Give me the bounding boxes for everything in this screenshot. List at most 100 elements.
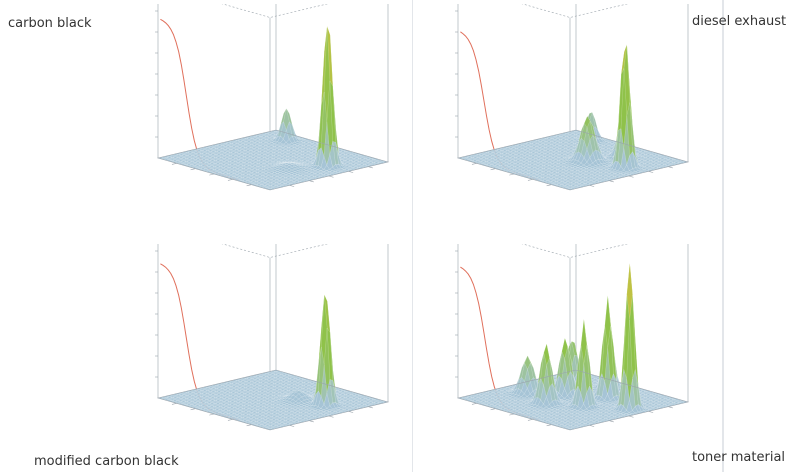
surface-cell xyxy=(271,170,278,173)
surface-cell xyxy=(265,141,273,144)
surface-cell xyxy=(635,157,642,169)
surface-cell xyxy=(283,166,290,171)
divider-right-edge xyxy=(722,0,724,472)
surface-cell xyxy=(558,156,566,159)
surface-cell xyxy=(557,162,565,165)
surface-cell xyxy=(317,408,325,411)
surface-cell xyxy=(174,158,182,161)
surface-cell xyxy=(286,108,293,126)
surface-cell xyxy=(288,135,296,144)
surface-cell xyxy=(189,158,196,161)
surface-cell xyxy=(318,294,325,364)
surface-cell xyxy=(304,157,312,160)
surface-cell xyxy=(288,415,295,418)
surface-cell xyxy=(266,397,274,400)
surface-cell xyxy=(601,154,608,162)
surface-cell xyxy=(305,145,313,148)
tick-u xyxy=(328,415,334,418)
tick-v xyxy=(246,184,252,187)
surface-cell xyxy=(276,172,284,175)
surface-cell xyxy=(290,159,297,162)
surface-cell xyxy=(475,154,482,157)
surface-cell xyxy=(301,392,308,397)
surface-cell xyxy=(257,168,264,171)
surface-cell xyxy=(259,169,267,172)
surface-cell xyxy=(326,327,333,381)
surface-cell xyxy=(338,401,345,403)
surface-cell xyxy=(474,155,482,158)
surface-cell xyxy=(276,396,282,399)
divider-vertical xyxy=(412,0,413,472)
tick-u xyxy=(628,175,634,178)
surface-cell xyxy=(605,146,613,149)
surface-cell xyxy=(277,374,285,377)
surface-cell xyxy=(263,374,271,377)
surface-cell xyxy=(230,416,238,419)
surface-cell xyxy=(254,166,261,169)
surface-cell xyxy=(276,149,284,152)
surface-cell xyxy=(175,154,182,157)
surface-cell xyxy=(216,412,224,415)
surface-cell xyxy=(265,170,273,173)
tick-u xyxy=(309,420,314,423)
surface-cell xyxy=(605,145,613,148)
floor-ticks xyxy=(455,10,673,187)
surface-cell xyxy=(289,405,296,408)
surface-cell xyxy=(188,162,196,165)
surface-cell xyxy=(637,167,645,171)
surface-cell xyxy=(298,390,305,394)
surface-cell xyxy=(347,401,354,404)
panel-label-diesel-exhaust: diesel exhaust xyxy=(692,14,787,29)
surface-cell xyxy=(265,172,273,175)
surface-cell xyxy=(230,176,238,179)
tick-v xyxy=(246,424,252,427)
surface-cell xyxy=(281,395,288,398)
tick-u xyxy=(589,185,595,187)
surface-cell xyxy=(636,152,643,155)
surface-cell xyxy=(257,164,265,166)
surface-cell xyxy=(580,164,588,168)
tick-u xyxy=(289,425,295,427)
surface-cell xyxy=(617,128,624,167)
surface-cell xyxy=(639,155,646,157)
surface-cell xyxy=(273,179,281,182)
surface-cell xyxy=(620,148,627,171)
surface-cell xyxy=(277,377,285,380)
surface-cell xyxy=(348,154,355,157)
surface-cell xyxy=(608,168,616,172)
surface-cell xyxy=(276,152,283,155)
surface-cell xyxy=(309,159,316,166)
surface-cell xyxy=(303,402,311,405)
tick-u xyxy=(289,185,295,187)
surface-cell xyxy=(288,172,296,175)
surface-cell xyxy=(292,404,299,407)
surface-cell xyxy=(301,395,308,401)
panel-label-toner-material: toner material xyxy=(692,450,786,465)
surface-cell xyxy=(262,382,270,385)
tick-v xyxy=(490,168,496,171)
tick-v xyxy=(471,163,477,165)
surface-cell xyxy=(301,161,308,163)
tick-v xyxy=(209,413,215,416)
surface-cell xyxy=(275,404,282,407)
surface-cell xyxy=(279,171,287,174)
surface-cell xyxy=(569,149,576,159)
surface-cell xyxy=(571,141,579,144)
surface-cell xyxy=(269,401,277,404)
surface-cell xyxy=(189,398,196,401)
surface-mesh xyxy=(457,44,689,191)
surface-cell xyxy=(321,26,328,106)
surface-cell xyxy=(303,412,310,415)
surface-cell xyxy=(568,138,576,140)
frame-back-top xyxy=(221,244,329,258)
surface-cell xyxy=(560,163,568,166)
surface-cell xyxy=(305,389,312,392)
surface-cell xyxy=(277,378,285,381)
surface-cell xyxy=(612,130,619,166)
tick-v xyxy=(546,184,552,187)
surface-cell xyxy=(266,399,274,401)
surface-cell xyxy=(280,402,288,405)
surface-cell xyxy=(573,179,581,182)
surface-mesh xyxy=(157,294,389,431)
surface-cell xyxy=(305,142,313,145)
